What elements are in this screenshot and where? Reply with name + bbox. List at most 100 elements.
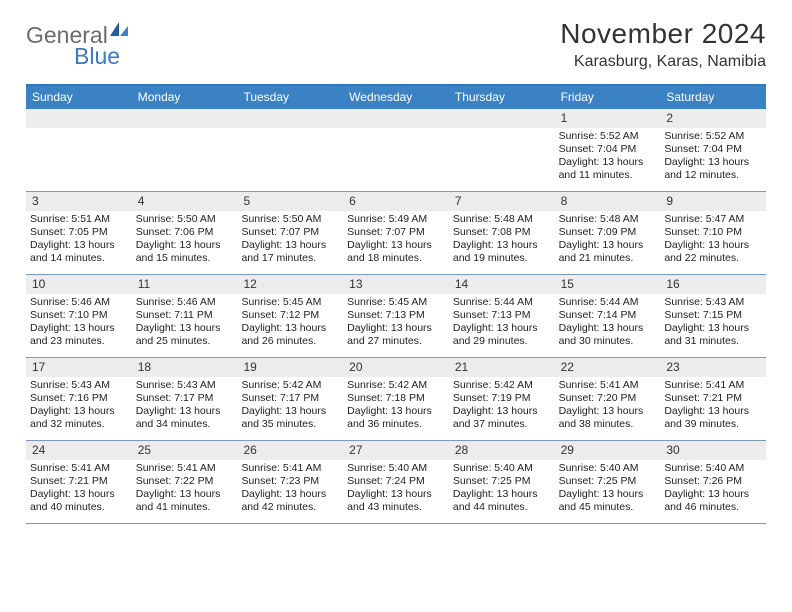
day-details: Sunrise: 5:43 AMSunset: 7:16 PMDaylight:… <box>26 379 132 436</box>
day-details: Sunrise: 5:42 AMSunset: 7:19 PMDaylight:… <box>449 379 555 436</box>
weekday-header: Monday <box>132 86 238 109</box>
day-details: Sunrise: 5:43 AMSunset: 7:17 PMDaylight:… <box>132 379 238 436</box>
day-details: Sunrise: 5:48 AMSunset: 7:09 PMDaylight:… <box>555 213 661 270</box>
sunset-text: Sunset: 7:13 PM <box>453 309 551 322</box>
sunrise-text: Sunrise: 5:52 AM <box>664 130 762 143</box>
day-details: Sunrise: 5:43 AMSunset: 7:15 PMDaylight:… <box>660 296 766 353</box>
day-number <box>237 109 343 128</box>
weekday-header: Thursday <box>449 86 555 109</box>
calendar-day-cell: 16Sunrise: 5:43 AMSunset: 7:15 PMDayligh… <box>660 275 766 357</box>
day-number: 15 <box>555 275 661 294</box>
day-number <box>132 109 238 128</box>
daylight-text: and 45 minutes. <box>559 501 657 514</box>
sunrise-text: Sunrise: 5:41 AM <box>559 379 657 392</box>
calendar-page: GeneralBlue November 2024 Karasburg, Kar… <box>0 0 792 534</box>
sunrise-text: Sunrise: 5:45 AM <box>347 296 445 309</box>
sunrise-text: Sunrise: 5:40 AM <box>347 462 445 475</box>
day-details: Sunrise: 5:42 AMSunset: 7:18 PMDaylight:… <box>343 379 449 436</box>
calendar-day-cell: 10Sunrise: 5:46 AMSunset: 7:10 PMDayligh… <box>26 275 132 357</box>
daylight-text: Daylight: 13 hours <box>453 322 551 335</box>
sunrise-text: Sunrise: 5:41 AM <box>136 462 234 475</box>
sunrise-text: Sunrise: 5:50 AM <box>241 213 339 226</box>
sunset-text: Sunset: 7:17 PM <box>241 392 339 405</box>
location-text: Karasburg, Karas, Namibia <box>560 53 766 71</box>
sunset-text: Sunset: 7:21 PM <box>664 392 762 405</box>
sunset-text: Sunset: 7:10 PM <box>664 226 762 239</box>
weekday-header: Friday <box>555 86 661 109</box>
day-details <box>237 130 343 134</box>
month-title: November 2024 <box>560 18 766 50</box>
day-details: Sunrise: 5:48 AMSunset: 7:08 PMDaylight:… <box>449 213 555 270</box>
brand-logo: GeneralBlue <box>26 24 130 78</box>
day-number: 2 <box>660 109 766 128</box>
calendar-day-cell: 14 Sunrise: 5:44 AMSunset: 7:13 PMDayligh… <box>449 275 555 357</box>
daylight-text: and 38 minutes. <box>559 418 657 431</box>
day-details: Sunrise: 5:52 AMSunset: 7:04 PMDaylight:… <box>555 130 661 187</box>
daylight-text: Daylight: 13 hours <box>559 405 657 418</box>
calendar-day-cell: 4Sunrise: 5:50 AMSunset: 7:06 PMDaylight… <box>132 192 238 274</box>
calendar-day-cell: 25Sunrise: 5:41 AMSunset: 7:22 PMDayligh… <box>132 441 238 523</box>
weekday-header: Saturday <box>660 86 766 109</box>
daylight-text: Daylight: 13 hours <box>241 405 339 418</box>
daylight-text: Daylight: 13 hours <box>559 488 657 501</box>
sunrise-text: Sunrise: 5:43 AM <box>136 379 234 392</box>
calendar-day-cell <box>343 109 449 191</box>
daylight-text: and 43 minutes. <box>347 501 445 514</box>
calendar-grid: Sunday Monday Tuesday Wednesday Thursday… <box>26 84 766 524</box>
sunset-text: Sunset: 7:19 PM <box>453 392 551 405</box>
day-number: 8 <box>555 192 661 211</box>
calendar-week-row: 3Sunrise: 5:51 AMSunset: 7:05 PMDaylight… <box>26 192 766 275</box>
day-number: 1 <box>555 109 661 128</box>
day-details: Sunrise: 5:41 AMSunset: 7:20 PMDaylight:… <box>555 379 661 436</box>
daylight-text: Daylight: 13 hours <box>664 156 762 169</box>
day-number: 9 <box>660 192 766 211</box>
calendar-day-cell: 7Sunrise: 5:48 AMSunset: 7:08 PMDaylight… <box>449 192 555 274</box>
sunset-text: Sunset: 7:16 PM <box>30 392 128 405</box>
calendar-day-cell <box>237 109 343 191</box>
calendar-day-cell: 19Sunrise: 5:42 AMSunset: 7:17 PMDayligh… <box>237 358 343 440</box>
sunset-text: Sunset: 7:22 PM <box>136 475 234 488</box>
day-details: Sunrise: 5:44 AMSunset: 7:13 PMDaylight:… <box>449 296 555 353</box>
sunset-text: Sunset: 7:25 PM <box>559 475 657 488</box>
calendar-day-cell: 23Sunrise: 5:41 AMSunset: 7:21 PMDayligh… <box>660 358 766 440</box>
sunset-text: Sunset: 7:14 PM <box>559 309 657 322</box>
sunset-text: Sunset: 7:18 PM <box>347 392 445 405</box>
day-number: 3 <box>26 192 132 211</box>
day-number: 18 <box>132 358 238 377</box>
weekday-header-row: Sunday Monday Tuesday Wednesday Thursday… <box>26 86 766 109</box>
sunrise-text: Sunrise: 5:41 AM <box>664 379 762 392</box>
day-details: Sunrise: 5:40 AMSunset: 7:25 PMDaylight:… <box>449 462 555 519</box>
daylight-text: Daylight: 13 hours <box>347 405 445 418</box>
sunrise-text: Sunrise: 5:48 AM <box>453 213 551 226</box>
day-number: 10 <box>26 275 132 294</box>
daylight-text: Daylight: 13 hours <box>453 405 551 418</box>
calendar-day-cell <box>449 109 555 191</box>
calendar-day-cell: 11Sunrise: 5:46 AMSunset: 7:11 PMDayligh… <box>132 275 238 357</box>
day-details: Sunrise: 5:50 AMSunset: 7:07 PMDaylight:… <box>237 213 343 270</box>
day-number: 14 <box>449 275 555 294</box>
daylight-text: and 39 minutes. <box>664 418 762 431</box>
daylight-text: Daylight: 13 hours <box>241 322 339 335</box>
sunset-text: Sunset: 7:07 PM <box>347 226 445 239</box>
sunset-text: Sunset: 7:15 PM <box>664 309 762 322</box>
calendar-day-cell: 26Sunrise: 5:41 AMSunset: 7:23 PMDayligh… <box>237 441 343 523</box>
day-number: 20 <box>343 358 449 377</box>
sunset-text: Sunset: 7:12 PM <box>241 309 339 322</box>
sunrise-text: Sunrise: 5:52 AM <box>559 130 657 143</box>
sunset-text: Sunset: 7:10 PM <box>30 309 128 322</box>
sunrise-text: Sunrise: 5:43 AM <box>664 296 762 309</box>
day-details <box>132 130 238 134</box>
day-number: 26 <box>237 441 343 460</box>
calendar-day-cell <box>26 109 132 191</box>
sunrise-text: Sunrise: 5:44 AM <box>559 296 657 309</box>
sunset-text: Sunset: 7:06 PM <box>136 226 234 239</box>
daylight-text: and 14 minutes. <box>30 252 128 265</box>
daylight-text: and 17 minutes. <box>241 252 339 265</box>
day-number: 24 <box>26 441 132 460</box>
day-number <box>26 109 132 128</box>
calendar-day-cell: 3Sunrise: 5:51 AMSunset: 7:05 PMDaylight… <box>26 192 132 274</box>
day-details <box>343 130 449 134</box>
daylight-text: Daylight: 13 hours <box>136 488 234 501</box>
sunrise-text: Sunrise: 5:41 AM <box>241 462 339 475</box>
daylight-text: Daylight: 13 hours <box>664 405 762 418</box>
